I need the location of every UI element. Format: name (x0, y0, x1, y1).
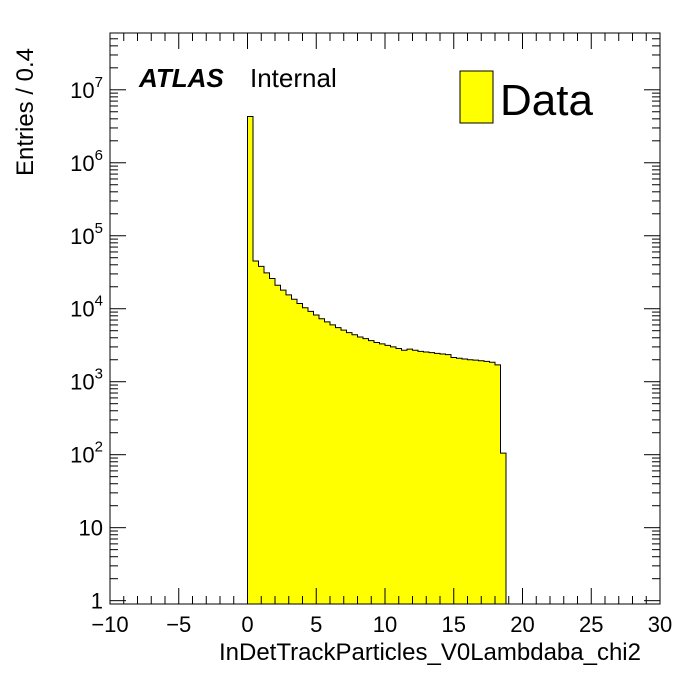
histogram-bar (280, 290, 286, 604)
legend-swatch-data (459, 70, 494, 124)
histogram-outline (247, 116, 507, 604)
y-tick-label: 1 (91, 589, 103, 614)
x-tick-label: 20 (510, 612, 534, 637)
histogram-bar (407, 349, 413, 604)
histogram-bar (418, 351, 424, 604)
histogram-bar (385, 345, 391, 604)
atlas-label: ATLAS (138, 63, 224, 93)
histogram-bar (484, 361, 490, 604)
x-tick-label: 5 (310, 612, 322, 637)
histogram-bar (324, 321, 330, 604)
y-tick-label: 10 (79, 516, 103, 541)
histogram-bar (401, 350, 407, 604)
histogram-bar (341, 330, 347, 604)
x-axis-title: InDetTrackParticles_V0Lambdaba_chi2 (219, 639, 641, 666)
histogram-bar (379, 343, 385, 604)
x-tick-label: −10 (91, 612, 128, 637)
histogram-bar (434, 353, 440, 604)
x-tick-label: 15 (442, 612, 466, 637)
ticks-layer (109, 32, 661, 604)
histogram-bar (247, 116, 253, 604)
histogram-bar (396, 348, 402, 604)
histogram-bar (264, 272, 270, 604)
histogram-bar (269, 278, 275, 604)
histogram-bar (275, 285, 281, 604)
x-tick-label: −5 (166, 612, 191, 637)
histogram-bar (423, 352, 429, 604)
histogram-bar (440, 353, 446, 604)
histogram-bar (313, 315, 319, 604)
histogram-bar (467, 359, 473, 604)
histogram-bar (258, 266, 264, 604)
histogram-bar (368, 340, 374, 604)
histogram-bar (352, 334, 358, 604)
histogram-bar (429, 352, 435, 604)
histogram-bar (451, 357, 457, 604)
y-tick-label: 105 (70, 220, 103, 249)
histogram-bar (286, 294, 292, 604)
histogram-bar (291, 299, 297, 604)
histogram-bar (319, 318, 325, 604)
histogram-bar (297, 303, 303, 604)
internal-label: Internal (250, 63, 337, 93)
legend-label-data: Data (500, 76, 593, 125)
histogram-bar (330, 324, 336, 604)
x-tick-label: 0 (241, 612, 253, 637)
histogram-bar (335, 327, 341, 604)
histogram-bar (462, 358, 468, 604)
histogram-bar (456, 358, 462, 604)
histogram-bar (308, 311, 314, 604)
histogram-bar (357, 336, 363, 604)
histogram-bar (363, 338, 369, 604)
histogram-bar (390, 346, 396, 604)
histogram-bar (489, 362, 495, 604)
bars-layer (247, 116, 507, 604)
legend: Data (459, 70, 593, 125)
y-axis-title: Entries / 0.4 (12, 48, 39, 176)
y-tick-label: 103 (70, 366, 103, 395)
y-tick-label: 107 (70, 74, 103, 103)
x-tick-label: 10 (373, 612, 397, 637)
histogram-bar (495, 364, 501, 604)
y-tick-label: 102 (70, 439, 103, 468)
histogram-bar (473, 360, 479, 604)
x-tick-label: 25 (579, 612, 603, 637)
histogram-bar (478, 360, 484, 604)
y-tick-label: 106 (70, 147, 103, 176)
histogram-bar (412, 350, 418, 604)
tick-labels-layer: −10 −5 0 5 10 15 20 25 30 1 10 102 103 104 105 106 107 (70, 74, 672, 637)
y-tick-label: 104 (70, 293, 103, 322)
histogram-bar (253, 261, 259, 604)
histogram-bar (374, 342, 380, 604)
histogram-bar (346, 332, 352, 604)
histogram-bar (302, 307, 308, 604)
histogram-bar (445, 354, 451, 604)
histogram-bar (500, 453, 506, 604)
x-tick-label: 30 (648, 612, 672, 637)
